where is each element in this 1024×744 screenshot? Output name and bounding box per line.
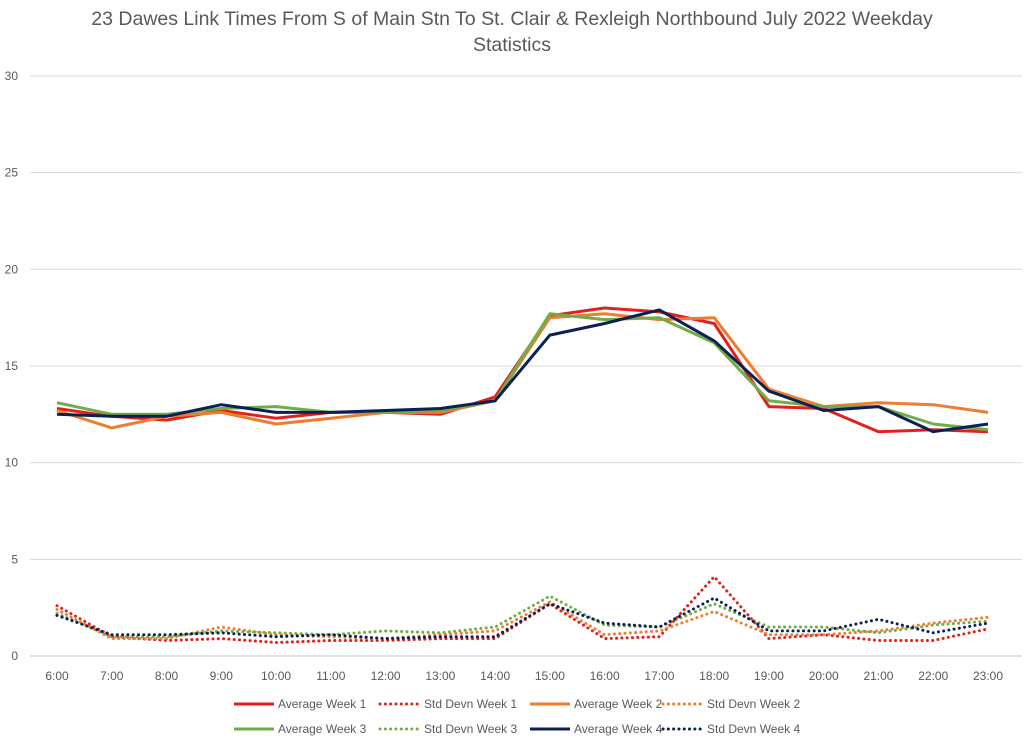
- legend-label: Average Week 1: [278, 697, 367, 711]
- x-tick-label: 15:00: [535, 669, 565, 683]
- x-tick-label: 7:00: [100, 669, 124, 683]
- chart-title-line-1: 23 Dawes Link Times From S of Main Stn T…: [91, 8, 933, 30]
- series-line-std-devn-week-1: [55, 575, 990, 644]
- y-tick-label: 20: [5, 262, 19, 276]
- legend-label: Std Devn Week 3: [424, 722, 517, 736]
- x-tick-label: 16:00: [590, 669, 620, 683]
- x-tick-label: 21:00: [863, 669, 893, 683]
- x-tick-label: 22:00: [918, 669, 948, 683]
- x-tick-label: 14:00: [480, 669, 510, 683]
- x-tick-label: 6:00: [45, 669, 69, 683]
- series-line-average-week-4: [56, 308, 989, 434]
- chart-title: 23 Dawes Link Times From S of Main Stn T…: [0, 6, 1024, 58]
- y-tick-label: 30: [5, 69, 19, 83]
- legend-label: Std Devn Week 1: [424, 697, 517, 711]
- y-tick-label: 0: [11, 649, 18, 663]
- y-tick-label: 25: [5, 166, 19, 180]
- x-tick-label: 8:00: [155, 669, 179, 683]
- x-tick-label: 19:00: [754, 669, 784, 683]
- legend-label: Average Week 3: [278, 722, 367, 736]
- x-tick-label: 20:00: [809, 669, 839, 683]
- x-tick-label: 17:00: [644, 669, 674, 683]
- chart-title-line-2: Statistics: [472, 34, 552, 56]
- x-tick-label: 11:00: [316, 669, 345, 683]
- y-tick-label: 15: [5, 359, 19, 373]
- series-line-average-week-3: [56, 312, 989, 432]
- legend-label: Std Devn Week 2: [707, 697, 800, 711]
- x-tick-label: 9:00: [210, 669, 234, 683]
- legend-label: Average Week 4: [574, 722, 663, 736]
- x-tick-label: 18:00: [699, 669, 729, 683]
- x-tick-label: 12:00: [371, 669, 401, 683]
- legend-label: Average Week 2: [574, 697, 663, 711]
- x-tick-label: 23:00: [973, 669, 1003, 683]
- x-tick-label: 10:00: [261, 669, 291, 683]
- x-tick-label: 13:00: [425, 669, 455, 683]
- y-tick-label: 10: [5, 456, 19, 470]
- series-line-std-devn-week-4: [55, 596, 990, 641]
- y-tick-label: 5: [11, 552, 18, 566]
- series-line-std-devn-week-2: [55, 600, 990, 641]
- legend-label: Std Devn Week 4: [707, 722, 800, 736]
